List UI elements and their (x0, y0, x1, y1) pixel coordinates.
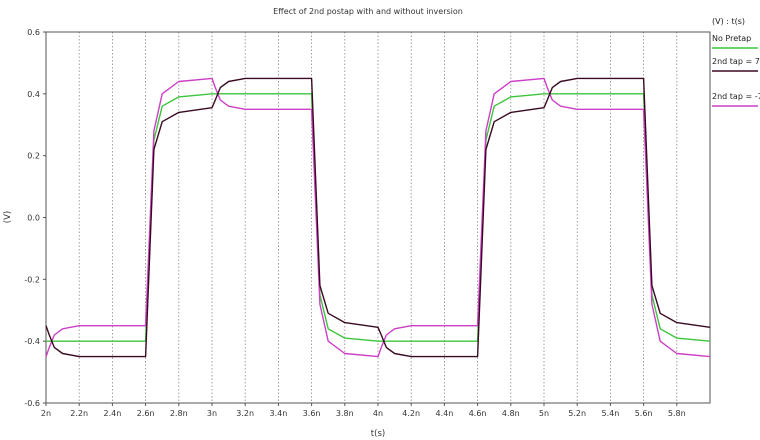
x-tick-label: 2.2n (70, 409, 88, 418)
tick-layer: 2n 2.2n 2.4n 2.6n 2.8n 3n 3.2n 3.4n 3.6n 3.8n 4n 4.… (24, 28, 685, 418)
series-line-2 (45, 77, 711, 358)
x-tick-label: 5.4n (602, 409, 620, 418)
y-axis-title: (V) (3, 211, 13, 223)
y-tick-label: 0.0 (27, 214, 40, 223)
x-tick-label: 3.8n (336, 409, 354, 418)
x-tick-label: 4.2n (402, 409, 420, 418)
x-tick-label: 4.8n (502, 409, 520, 418)
series-line-0 (46, 93, 711, 342)
x-tick-label: 2.4n (104, 409, 122, 418)
x-tick-label: 3.4n (270, 409, 288, 418)
x-tick-label: 3.6n (303, 409, 321, 418)
x-tick-label: 3n (207, 409, 217, 418)
series-line-1 (45, 77, 711, 358)
y-tick-label: -0.4 (24, 337, 40, 346)
legend-label: 2nd tap = -7 (712, 92, 760, 101)
x-tick-label: 4.4n (436, 409, 454, 418)
legend-header: (V) : t(s) (712, 17, 745, 26)
y-tick-label: 0.4 (27, 90, 40, 99)
y-tick-label: -0.6 (24, 399, 40, 408)
legend-label: No Pretap (712, 34, 751, 43)
x-tick-label: 2.6n (137, 409, 155, 418)
x-tick-label: 3.2n (236, 409, 254, 418)
y-tick-label: 0.2 (27, 152, 40, 161)
y-tick-label: -0.2 (24, 275, 40, 284)
series-layer (45, 77, 711, 358)
y-tick-label: 0.6 (27, 28, 40, 37)
x-tick-label: 4n (373, 409, 383, 418)
legend-label: 2nd tap = 7 (712, 57, 760, 66)
chart-title: Effect of 2nd postap with and without in… (273, 7, 463, 16)
x-tick-label: 2.8n (170, 409, 188, 418)
x-tick-label: 2n (41, 409, 51, 418)
x-tick-label: 5.8n (668, 409, 686, 418)
x-axis-title: t(s) (371, 429, 385, 439)
x-tick-label: 5.2n (568, 409, 586, 418)
x-tick-label: 4.6n (469, 409, 487, 418)
x-tick-label: 5.6n (635, 409, 653, 418)
x-tick-label: 5n (539, 409, 549, 418)
grid-layer (78, 32, 678, 403)
legend: (V) : t(s) No Pretap 2nd tap = 7 2nd tap =… (712, 17, 760, 107)
